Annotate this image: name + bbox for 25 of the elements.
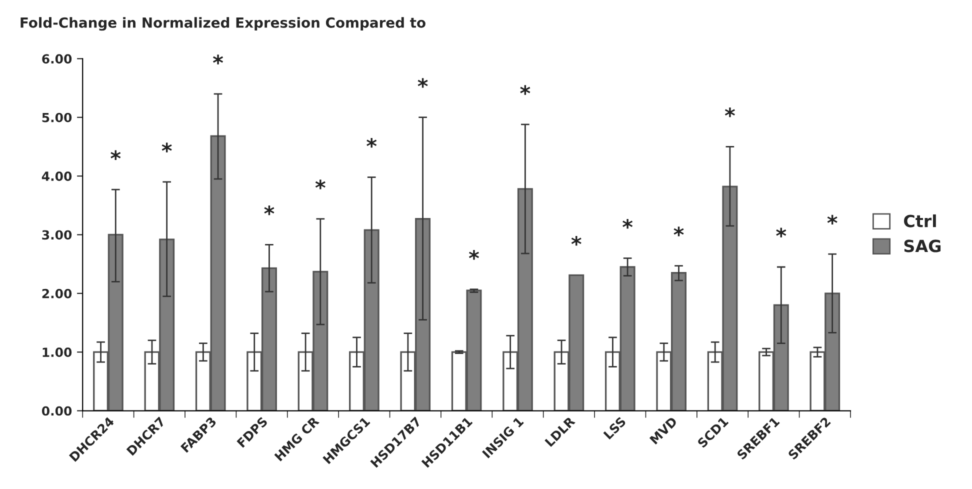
annotation: * bbox=[827, 214, 838, 225]
annotation: * bbox=[315, 180, 326, 190]
annotation: * bbox=[674, 226, 684, 236]
annotation: * bbox=[264, 205, 274, 216]
chart-title: Fold-Change in Normalized Expression Compared to bbox=[20, 17, 426, 31]
annotation: * bbox=[724, 107, 735, 118]
y-tick-label: 2.00 bbox=[42, 288, 72, 298]
annotation: * bbox=[520, 85, 530, 95]
legend-label: SAG bbox=[904, 240, 941, 252]
annotation: * bbox=[418, 78, 428, 88]
annotation: * bbox=[162, 142, 172, 152]
y-tick-label: 1.00 bbox=[42, 348, 72, 358]
legend-label: Ctrl bbox=[904, 214, 936, 228]
y-tick-label: 4.00 bbox=[42, 172, 72, 181]
y-tick-label: 3.00 bbox=[42, 230, 72, 240]
annotation: * bbox=[468, 250, 480, 260]
annotation: * bbox=[776, 228, 786, 238]
annotation: * bbox=[366, 138, 377, 148]
y-tick-label: 0.00 bbox=[42, 406, 72, 416]
annotation: * bbox=[571, 236, 582, 246]
annotation: * bbox=[622, 218, 633, 229]
annotation: * bbox=[212, 54, 224, 64]
y-tick-label: 6.00 bbox=[42, 54, 72, 64]
y-tick-label: 5.00 bbox=[42, 112, 72, 122]
annotation: * bbox=[110, 150, 121, 160]
